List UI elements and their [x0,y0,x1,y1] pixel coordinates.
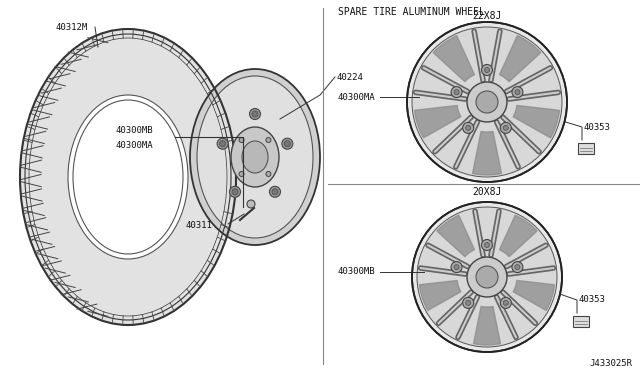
Circle shape [463,297,474,308]
Circle shape [252,111,258,117]
Text: 40300MA: 40300MA [115,141,152,150]
Text: J433025R: J433025R [589,359,632,369]
Circle shape [512,262,523,273]
Bar [573,316,589,327]
Circle shape [282,138,293,149]
Text: 20X8J: 20X8J [472,187,502,197]
Text: 40300MA: 40300MA [338,93,376,102]
Ellipse shape [68,95,188,259]
Polygon shape [433,36,474,82]
Ellipse shape [242,141,268,173]
Text: 40312M: 40312M [55,22,87,32]
Polygon shape [499,36,541,82]
Circle shape [476,91,498,113]
Bar [578,143,594,154]
Polygon shape [499,215,537,257]
Ellipse shape [197,76,313,238]
Circle shape [454,90,459,94]
Circle shape [476,266,498,288]
Polygon shape [472,131,502,175]
Polygon shape [437,215,474,257]
Circle shape [250,109,260,119]
Circle shape [451,87,462,97]
Circle shape [272,189,278,195]
Circle shape [247,200,255,208]
Circle shape [503,300,508,305]
Circle shape [412,202,562,352]
Circle shape [484,67,490,73]
Circle shape [500,297,511,308]
Text: 40224: 40224 [337,73,364,81]
Polygon shape [474,307,500,345]
Circle shape [484,243,490,247]
Circle shape [417,207,557,347]
Circle shape [217,138,228,149]
Circle shape [232,189,238,195]
Circle shape [466,300,470,305]
Circle shape [515,90,520,94]
Polygon shape [513,105,559,138]
Circle shape [266,138,271,142]
Circle shape [481,64,493,76]
Circle shape [451,262,462,273]
Circle shape [266,171,271,176]
Circle shape [481,240,493,250]
Circle shape [500,122,511,134]
Circle shape [467,257,507,297]
Circle shape [284,141,291,147]
Circle shape [466,125,470,131]
Ellipse shape [20,29,236,325]
Circle shape [220,141,226,147]
Circle shape [412,27,562,177]
Circle shape [512,87,523,97]
Ellipse shape [231,127,279,187]
Circle shape [407,22,567,182]
Polygon shape [415,105,461,138]
Circle shape [503,125,508,131]
Circle shape [239,171,244,176]
Text: 40300MB: 40300MB [115,125,152,135]
Text: 40353: 40353 [584,122,611,131]
Circle shape [239,138,244,142]
Circle shape [467,82,507,122]
Text: 40353: 40353 [579,295,606,305]
Circle shape [230,186,241,197]
Circle shape [515,264,520,270]
Circle shape [269,186,280,197]
Circle shape [463,122,474,134]
Circle shape [454,264,459,270]
Text: 40300MB: 40300MB [338,267,376,276]
Text: SPARE TIRE ALUMINUM WHEEL: SPARE TIRE ALUMINUM WHEEL [338,7,485,17]
Ellipse shape [190,69,320,245]
Polygon shape [419,280,461,311]
Polygon shape [513,280,554,311]
Text: 40311: 40311 [185,221,212,230]
Text: 22X8J: 22X8J [472,11,502,21]
